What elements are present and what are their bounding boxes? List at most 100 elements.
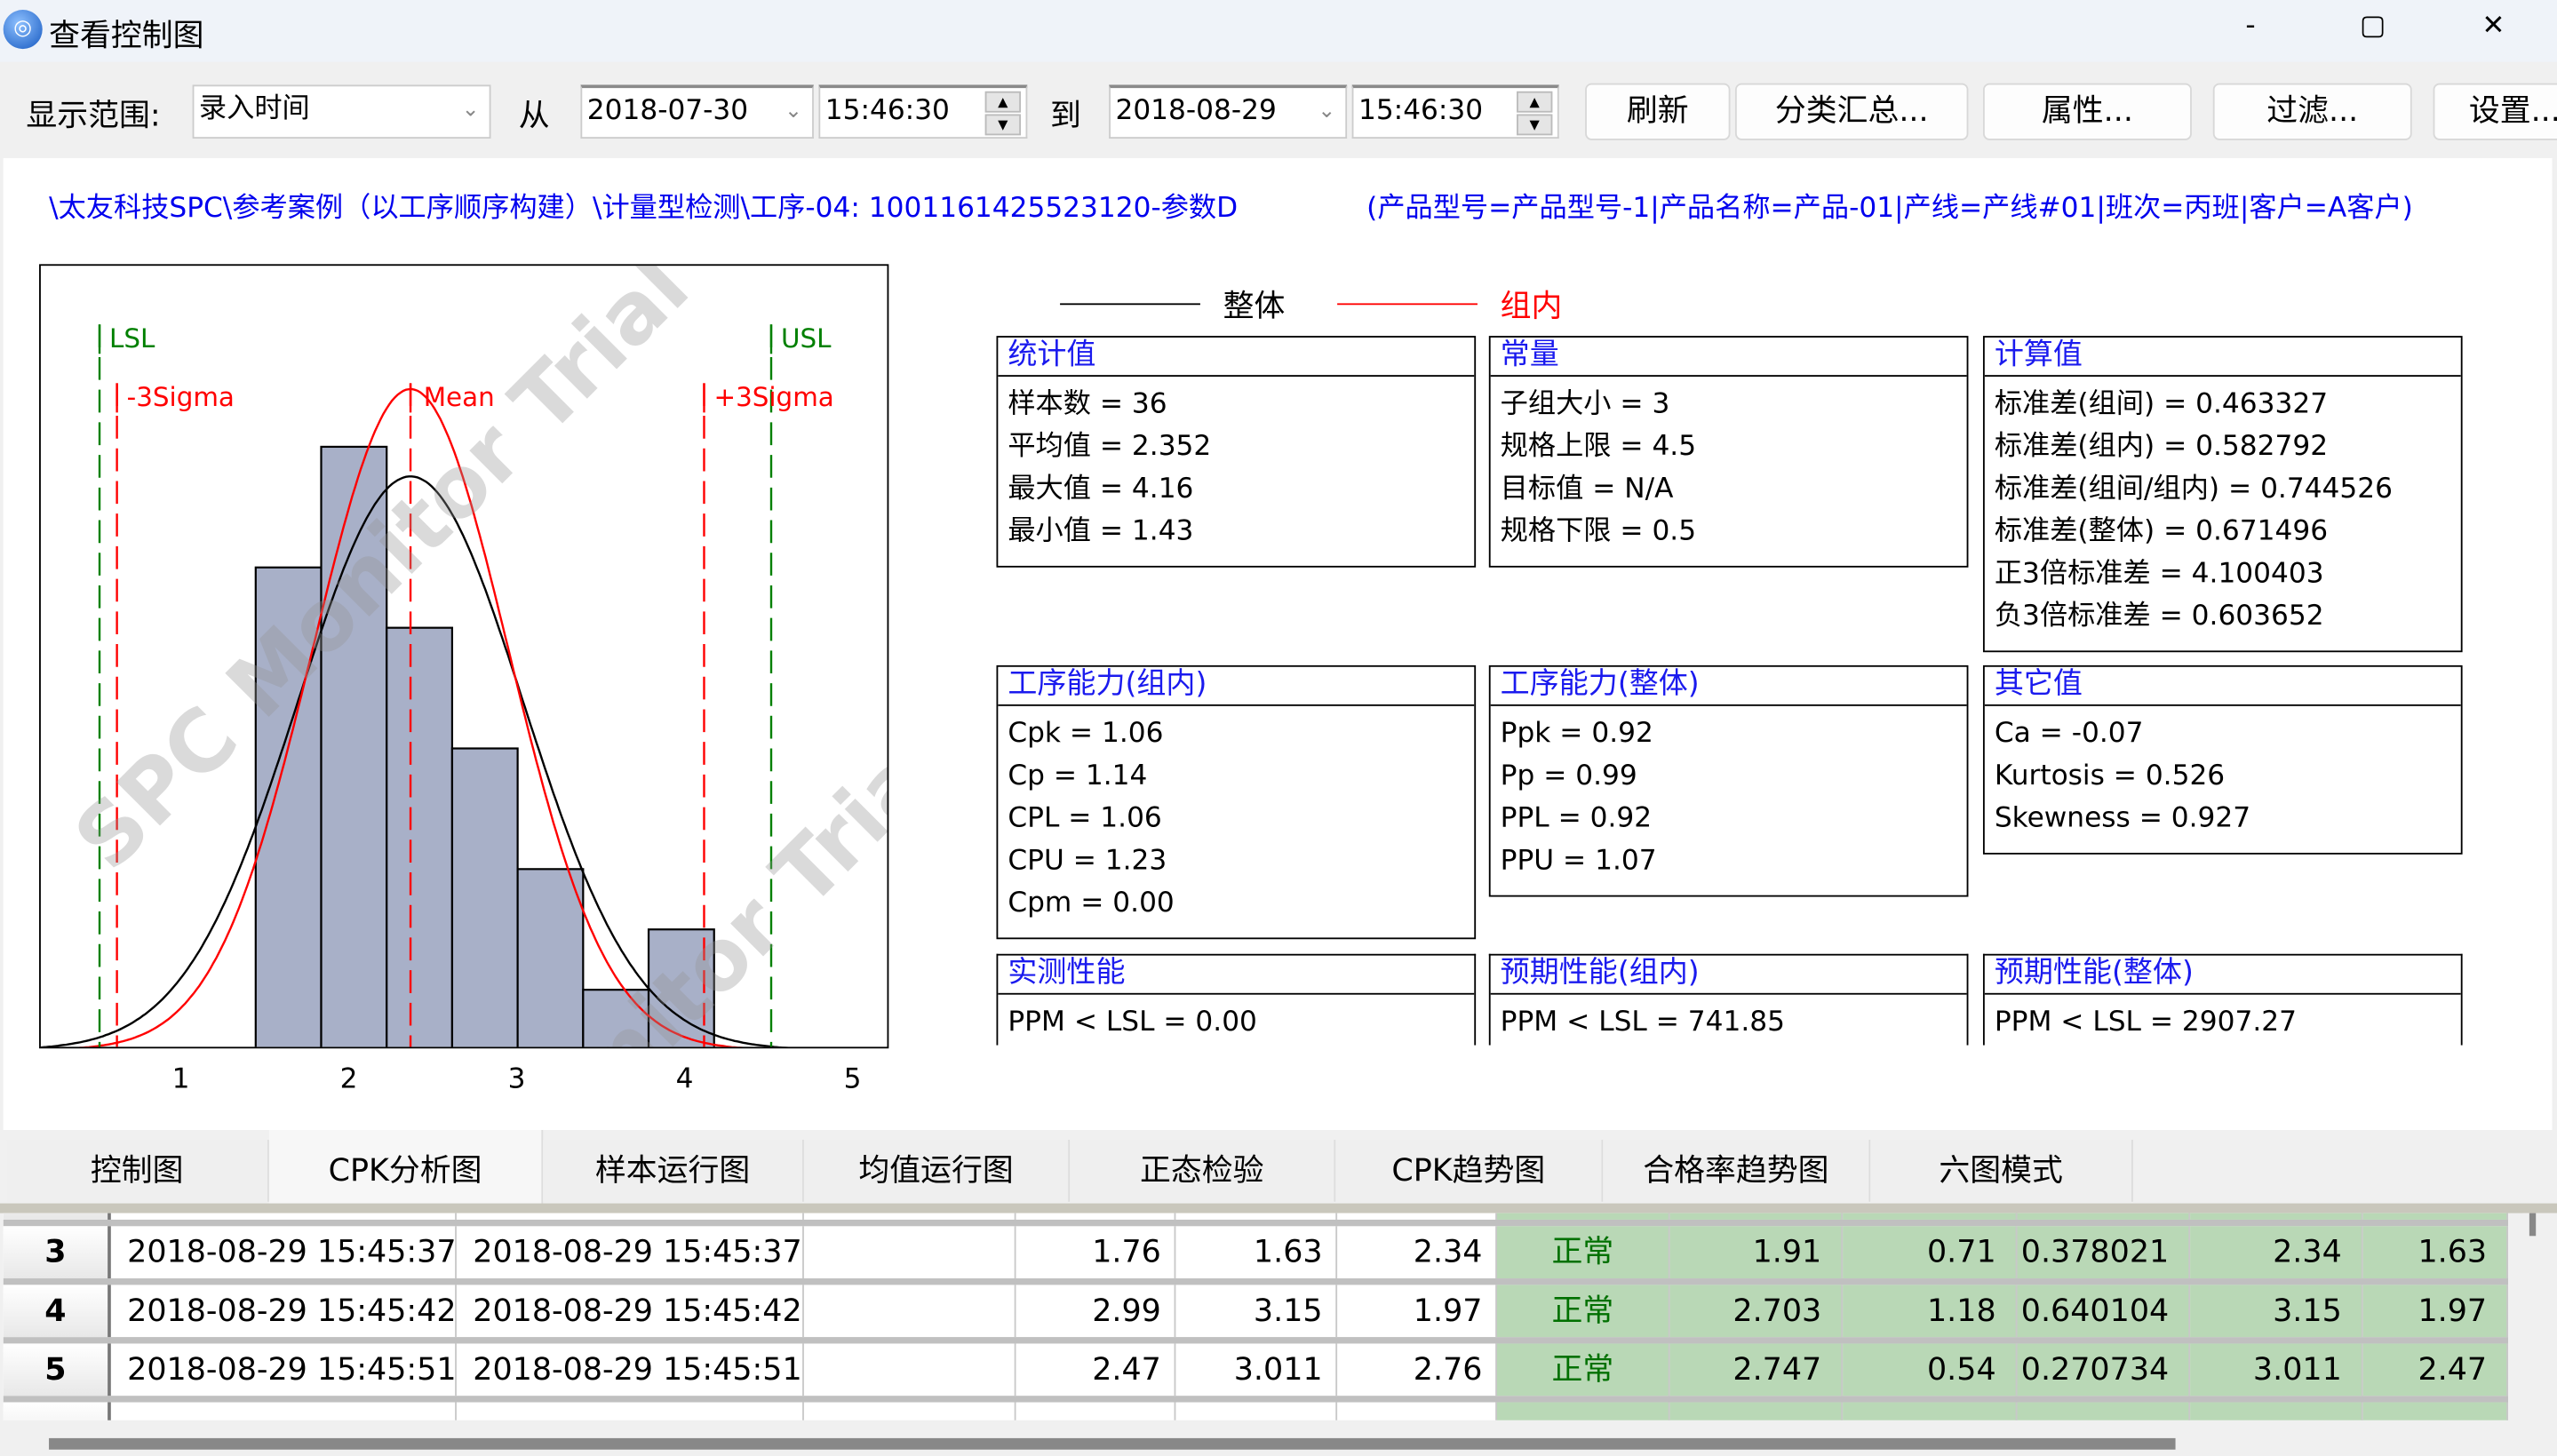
range-select[interactable]: 录入时间 ⌄ <box>192 84 491 139</box>
minimize-button[interactable]: - <box>2245 10 2256 43</box>
table-cell: 3.15 <box>1175 1285 1338 1338</box>
properties-button[interactable]: 属性... <box>1982 83 2192 140</box>
tab-5[interactable]: CPK趋势图 <box>1335 1140 1604 1202</box>
stat-line: Ppk = 0.92 <box>1500 717 1653 751</box>
chevron-down-icon: ⌄ <box>785 99 803 124</box>
box-title: 实测性能 <box>998 956 1475 995</box>
box-title: 工序能力(组内) <box>998 667 1475 706</box>
legend-overall-line <box>1060 303 1200 306</box>
legend-within-label: 组内 <box>1500 288 1563 325</box>
table-cell <box>457 1402 804 1420</box>
row-header[interactable]: 4 <box>3 1285 111 1338</box>
summary-button[interactable]: 分类汇总... <box>1734 83 1969 140</box>
tab-1[interactable]: CPK分析图 <box>268 1130 544 1205</box>
to-label: 到 <box>1050 98 1081 134</box>
stat-line: CPU = 1.23 <box>1008 844 1167 878</box>
box-other-values: 其它值 Ca = -0.07 Kurtosis = 0.526 Skewness = … <box>1982 664 2463 855</box>
tab-7[interactable]: 六图模式 <box>1870 1140 2133 1202</box>
table-cell: 2.47 <box>2362 1343 2508 1396</box>
table-row[interactable]: 5 2018-08-29 15:45:51 2018-08-29 15:45:51 2… <box>3 1343 2508 1403</box>
stat-line: 目标值 = N/A <box>1500 473 1674 506</box>
table-row[interactable]: 4 2018-08-29 15:45:42 2018-08-29 15:45:42 2… <box>3 1285 2508 1344</box>
ref-label: LSL <box>109 323 155 354</box>
refresh-button[interactable]: 刷新 <box>1585 83 1731 140</box>
x-tick-label: 1 <box>171 1062 190 1096</box>
filter-button[interactable]: 过滤... <box>2212 83 2412 140</box>
x-tick-label: 4 <box>675 1062 694 1096</box>
horizontal-scrollbar[interactable] <box>49 1437 2176 1450</box>
row-header[interactable]: 5 <box>3 1343 111 1396</box>
x-tick-label: 5 <box>843 1062 862 1096</box>
stat-line: 标准差(组间/组内) = 0.744526 <box>1994 473 2393 506</box>
data-table: 3 2018-08-29 15:45:37 2018-08-29 15:45:37 1… <box>3 1213 2508 1420</box>
stat-line: 标准差(组内) = 0.582792 <box>1994 430 2329 464</box>
stat-line: PPM < LSL = 741.85 <box>1500 1006 1785 1039</box>
table-cell <box>457 1213 804 1220</box>
table-row[interactable] <box>3 1213 2508 1227</box>
spin-up-icon[interactable]: ▲ <box>984 91 1022 113</box>
stat-line: CPL = 1.06 <box>1008 802 1162 835</box>
to-time-spinner[interactable]: 15:46:30 ▲ ▼ <box>1351 84 1559 139</box>
table-cell <box>1175 1402 1338 1420</box>
stat-line: Cpk = 1.06 <box>1008 717 1164 751</box>
table-cell <box>804 1343 1016 1396</box>
close-button[interactable]: ✕ <box>2481 10 2505 43</box>
tab-6[interactable]: 合格率趋势图 <box>1603 1140 1871 1202</box>
from-date-picker[interactable]: 2018-07-30 ⌄ <box>580 84 814 139</box>
normal-curve <box>79 387 742 1047</box>
splitter[interactable] <box>0 1203 2557 1213</box>
spin-down-icon[interactable]: ▼ <box>1517 114 1553 136</box>
histogram-bar <box>516 868 585 1047</box>
box-expected-within: 预期性能(组内) PPM < LSL = 741.85 <box>1488 953 1969 1046</box>
legend-overall-label: 整体 <box>1223 288 1286 325</box>
ref-label: Mean <box>424 382 495 412</box>
table-cell: 2.703 <box>1669 1285 1844 1338</box>
stat-line: 子组大小 = 3 <box>1500 387 1670 421</box>
stat-line: 平均值 = 2.352 <box>1008 430 1212 464</box>
table-cell: 2018-08-29 15:45:37 <box>111 1226 457 1279</box>
tab-3[interactable]: 均值运行图 <box>803 1140 1071 1202</box>
table-cell <box>1496 1402 1670 1420</box>
range-label: 显示范围: <box>26 98 161 134</box>
x-tick-label: 2 <box>339 1062 358 1096</box>
table-cell <box>1337 1213 1497 1220</box>
table-cell: 1.91 <box>1669 1226 1844 1279</box>
table-cell <box>2017 1213 2191 1220</box>
tab-2[interactable]: 样本运行图 <box>543 1140 804 1202</box>
to-date-picker[interactable]: 2018-08-29 ⌄ <box>1109 84 1348 139</box>
table-cell <box>2190 1402 2363 1420</box>
table-cell: 2018-08-29 15:45:42 <box>457 1285 804 1338</box>
table-cell: 1.97 <box>2362 1285 2508 1338</box>
box-title: 预期性能(组内) <box>1490 956 1967 995</box>
table-cell: 2018-08-29 15:45:37 <box>457 1226 804 1279</box>
spin-up-icon[interactable]: ▲ <box>1517 91 1553 113</box>
row-header[interactable] <box>3 1213 111 1220</box>
table-cell: 正常 <box>1496 1343 1670 1396</box>
tab-bar: 控制图 CPK分析图 样本运行图 均值运行图 正态检验 CPK趋势图 合格率趋势图 六图模式 <box>6 1130 2133 1205</box>
vertical-scrollbar[interactable] <box>2522 1213 2557 1422</box>
stat-line: 负3倍标准差 = 0.603652 <box>1994 600 2324 633</box>
box-title: 计算值 <box>1984 338 2461 378</box>
table-cell: 0.640104 <box>2017 1285 2191 1338</box>
row-header[interactable] <box>3 1402 111 1420</box>
tab-4[interactable]: 正态检验 <box>1070 1140 1336 1202</box>
maximize-button[interactable]: ▢ <box>2359 10 2386 43</box>
histogram-bar <box>450 747 519 1047</box>
from-time-value: 15:46:30 <box>824 94 950 128</box>
table-cell <box>1175 1213 1338 1220</box>
row-header[interactable]: 3 <box>3 1226 111 1279</box>
table-cell <box>1496 1213 1670 1220</box>
from-time-spinner[interactable]: 15:46:30 ▲ ▼ <box>818 84 1028 139</box>
table-cell: 1.18 <box>1843 1285 2018 1338</box>
stat-line: 样本数 = 36 <box>1008 387 1167 421</box>
settings-button[interactable]: 设置... <box>2433 83 2557 140</box>
table-row[interactable]: 3 2018-08-29 15:45:37 2018-08-29 15:45:37 1… <box>3 1226 2508 1285</box>
cpk-histogram: LSL USL -3Sigma +3Sigma Mean SPC Monitor Tri… <box>39 264 889 1049</box>
stat-line: 正3倍标准差 = 4.100403 <box>1994 557 2324 591</box>
table-row[interactable] <box>3 1402 2508 1420</box>
table-cell: 0.270734 <box>2017 1343 2191 1396</box>
box-constants: 常量 子组大小 = 3 规格上限 = 4.5 目标值 = N/A 规格下限 = 0.5 <box>1488 336 1969 568</box>
table-cell <box>111 1213 457 1220</box>
spin-down-icon[interactable]: ▼ <box>984 114 1022 136</box>
tab-0[interactable]: 控制图 <box>6 1140 269 1202</box>
